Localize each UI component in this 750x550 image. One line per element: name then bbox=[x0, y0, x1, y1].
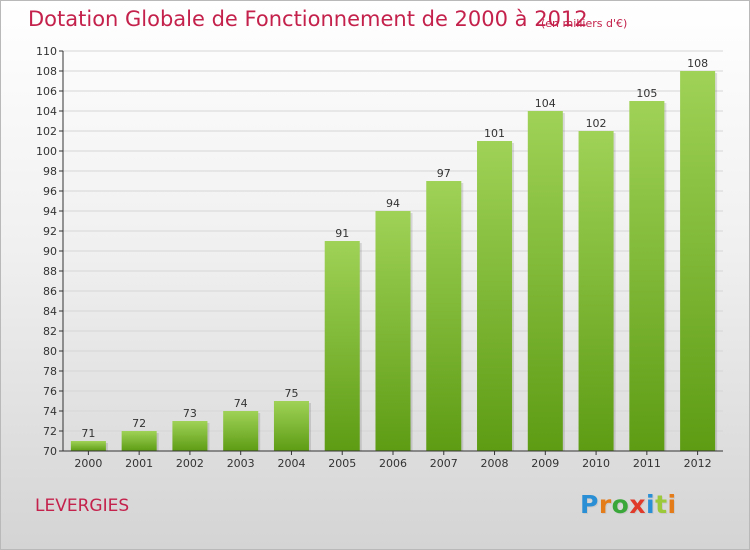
y-tick-label: 106 bbox=[36, 85, 57, 98]
x-tick-label: 2004 bbox=[277, 457, 305, 470]
y-tick-label: 86 bbox=[43, 285, 57, 298]
data-label: 71 bbox=[81, 427, 95, 440]
bar bbox=[172, 421, 208, 451]
data-label: 101 bbox=[484, 127, 505, 140]
bars bbox=[70, 71, 718, 451]
bar bbox=[223, 411, 259, 451]
y-tick-label: 72 bbox=[43, 425, 57, 438]
bar bbox=[578, 131, 614, 451]
chart-title: Dotation Globale de Fonctionnement de 20… bbox=[28, 7, 588, 31]
bar bbox=[273, 401, 309, 451]
x-tick-label: 2012 bbox=[684, 457, 712, 470]
bar bbox=[375, 211, 411, 451]
x-tick-label: 2003 bbox=[227, 457, 255, 470]
y-tick-label: 110 bbox=[36, 45, 57, 58]
data-label: 104 bbox=[535, 97, 556, 110]
data-label: 97 bbox=[437, 167, 451, 180]
x-tick-label: 2011 bbox=[633, 457, 661, 470]
y-tick-label: 70 bbox=[43, 445, 57, 458]
bar bbox=[324, 241, 360, 451]
proxiti-logo: Proxiti bbox=[580, 490, 677, 519]
logo-letter: t bbox=[655, 490, 668, 519]
logo-letter: r bbox=[598, 490, 612, 519]
y-tick-label: 88 bbox=[43, 265, 57, 278]
logo-letter: i bbox=[646, 490, 656, 519]
x-tick-label: 2010 bbox=[582, 457, 610, 470]
x-tick-label: 2009 bbox=[531, 457, 559, 470]
chart-subtitle: (en milliers d'€) bbox=[541, 17, 628, 30]
x-tick-label: 2000 bbox=[74, 457, 102, 470]
y-tick-label: 100 bbox=[36, 145, 57, 158]
data-label: 91 bbox=[335, 227, 349, 240]
y-tick-label: 80 bbox=[43, 345, 57, 358]
x-tick-label: 2008 bbox=[481, 457, 509, 470]
bar bbox=[121, 431, 157, 451]
data-label: 75 bbox=[284, 387, 298, 400]
y-tick-label: 82 bbox=[43, 325, 57, 338]
data-label: 74 bbox=[234, 397, 248, 410]
x-tick-label: 2006 bbox=[379, 457, 407, 470]
data-label: 108 bbox=[687, 57, 708, 70]
y-tick-label: 90 bbox=[43, 245, 57, 258]
y-tick-label: 102 bbox=[36, 125, 57, 138]
x-tick-label: 2007 bbox=[430, 457, 458, 470]
data-label: 94 bbox=[386, 197, 400, 210]
bar bbox=[629, 101, 665, 451]
x-tick-label: 2005 bbox=[328, 457, 356, 470]
bar bbox=[70, 441, 106, 451]
bar bbox=[477, 141, 513, 451]
y-tick-label: 94 bbox=[43, 205, 57, 218]
logo-letter: o bbox=[611, 490, 630, 519]
y-tick-label: 84 bbox=[43, 305, 57, 318]
bar bbox=[426, 181, 462, 451]
y-tick-label: 92 bbox=[43, 225, 57, 238]
logo-letter: P bbox=[580, 490, 599, 519]
logo-letter: x bbox=[629, 490, 646, 519]
y-tick-label: 104 bbox=[36, 105, 57, 118]
labels: 2000 71 2001 72 2002 73 2003 74 2004 75 2005 91 2006… bbox=[74, 57, 711, 470]
x-tick-label: 2001 bbox=[125, 457, 153, 470]
data-label: 105 bbox=[636, 87, 657, 100]
data-label: 102 bbox=[586, 117, 607, 130]
commune-name: LEVERGIES bbox=[35, 496, 130, 516]
y-tick-label: 74 bbox=[43, 405, 57, 418]
axes: 70 72 74 76 78 80 82 84 86 88 90 92 94 96 98 100 102 104 1… bbox=[36, 45, 723, 458]
bar bbox=[680, 71, 716, 451]
logo-letter: i bbox=[667, 490, 677, 519]
y-tick-label: 76 bbox=[43, 385, 57, 398]
y-tick-label: 98 bbox=[43, 165, 57, 178]
y-tick-label: 78 bbox=[43, 365, 57, 378]
y-tick-label: 108 bbox=[36, 65, 57, 78]
data-label: 72 bbox=[132, 417, 146, 430]
y-tick-label: 96 bbox=[43, 185, 57, 198]
bar bbox=[527, 111, 563, 451]
x-tick-label: 2002 bbox=[176, 457, 204, 470]
data-label: 73 bbox=[183, 407, 197, 420]
